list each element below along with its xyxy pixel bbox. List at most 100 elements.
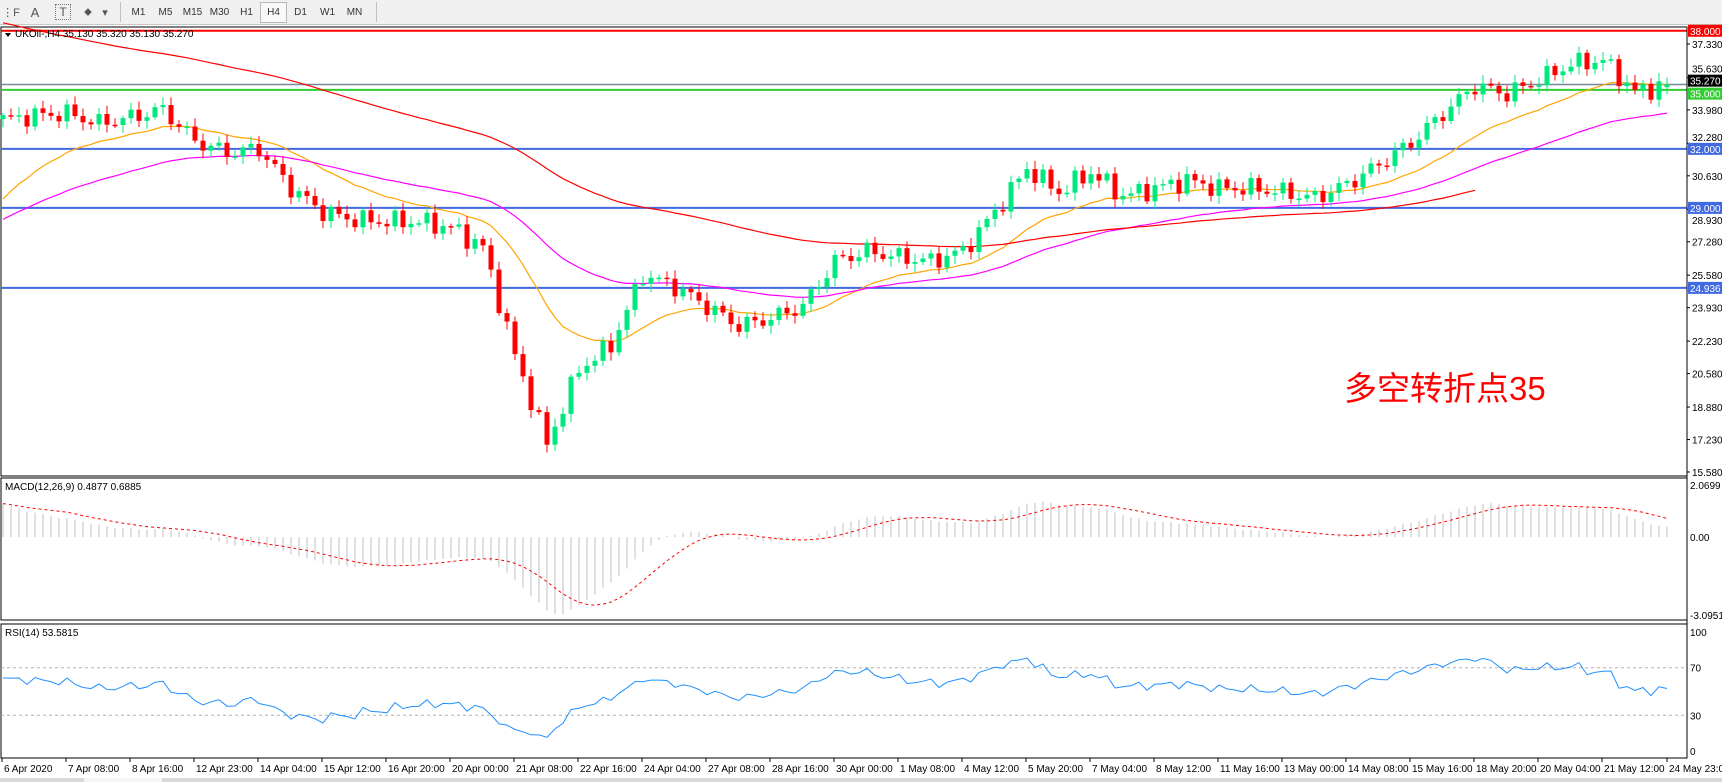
candle[interactable] [1280, 177, 1286, 201]
candle[interactable] [384, 218, 390, 235]
candle[interactable] [1320, 185, 1326, 210]
candle[interactable] [1656, 73, 1662, 107]
candle[interactable] [776, 305, 782, 326]
candle[interactable] [1416, 131, 1422, 157]
candle[interactable] [1392, 142, 1398, 173]
candle[interactable] [912, 253, 918, 272]
candle[interactable] [608, 333, 614, 361]
candle[interactable] [224, 134, 230, 165]
candle[interactable] [1304, 187, 1310, 203]
candle[interactable] [376, 214, 382, 228]
candle[interactable] [416, 219, 422, 228]
candle[interactable] [1232, 181, 1238, 199]
candle[interactable] [432, 204, 438, 239]
candle[interactable] [80, 108, 86, 131]
candle[interactable] [656, 274, 662, 282]
candle[interactable] [56, 111, 62, 129]
candle[interactable] [136, 101, 142, 127]
candle[interactable] [1384, 157, 1390, 171]
candle[interactable] [512, 316, 518, 361]
candle[interactable] [816, 279, 822, 295]
candle[interactable] [176, 119, 182, 133]
candle[interactable] [1568, 58, 1574, 75]
candle[interactable] [1048, 165, 1054, 196]
candle[interactable] [664, 271, 670, 286]
candle[interactable] [1128, 187, 1134, 203]
candle[interactable] [504, 308, 510, 330]
candle[interactable] [1360, 165, 1366, 195]
candle[interactable] [1152, 177, 1158, 210]
candle[interactable] [1168, 175, 1174, 190]
candle[interactable] [784, 301, 790, 320]
candle[interactable] [1520, 78, 1526, 94]
candle[interactable] [1432, 113, 1438, 130]
candle[interactable] [856, 249, 862, 268]
candle[interactable] [1528, 80, 1534, 90]
candle[interactable] [744, 312, 750, 339]
candle[interactable] [1600, 51, 1606, 72]
candle[interactable] [936, 245, 942, 275]
candle[interactable] [328, 204, 334, 229]
candle[interactable] [152, 103, 158, 120]
candle[interactable] [576, 365, 582, 380]
candle[interactable] [1312, 187, 1318, 203]
candle[interactable] [752, 311, 758, 328]
candle[interactable] [544, 406, 550, 453]
candle[interactable] [944, 247, 950, 273]
candle[interactable] [640, 275, 646, 289]
candle[interactable] [1480, 75, 1486, 103]
candle[interactable] [1424, 115, 1430, 145]
candle[interactable] [464, 216, 470, 257]
candle[interactable] [624, 305, 630, 338]
candle[interactable] [120, 115, 126, 134]
candle[interactable] [920, 252, 926, 266]
candle[interactable] [1400, 138, 1406, 158]
candle[interactable] [488, 237, 494, 278]
candle[interactable] [1088, 166, 1094, 190]
candle[interactable] [1240, 182, 1246, 201]
candle[interactable] [1448, 98, 1454, 124]
candle[interactable] [1648, 78, 1654, 104]
shapes-tool-icon[interactable]: ⬥ [84, 5, 92, 18]
candle[interactable] [1296, 190, 1302, 208]
timeframe-w1-button[interactable]: W1 [320, 6, 335, 18]
candle[interactable] [1040, 164, 1046, 188]
candle[interactable] [1488, 78, 1494, 89]
candle[interactable] [1160, 178, 1166, 191]
candle[interactable] [48, 104, 54, 121]
candle[interactable] [632, 278, 638, 317]
candle[interactable] [808, 285, 814, 312]
candle[interactable] [160, 97, 166, 116]
candle[interactable] [216, 136, 222, 152]
candle[interactable] [680, 282, 686, 301]
candle[interactable] [1256, 174, 1262, 200]
candle[interactable] [1208, 175, 1214, 202]
candle[interactable] [1184, 166, 1190, 197]
candle[interactable] [1632, 74, 1638, 95]
candle[interactable] [1368, 157, 1374, 178]
candle[interactable] [128, 102, 134, 124]
candle[interactable] [472, 233, 478, 255]
candle[interactable] [760, 312, 766, 329]
candle[interactable] [1272, 185, 1278, 202]
candle[interactable] [424, 206, 430, 232]
candle[interactable] [1408, 137, 1414, 152]
candle[interactable] [568, 373, 574, 423]
candle[interactable] [232, 150, 238, 160]
candle[interactable] [1608, 54, 1614, 64]
candle[interactable] [872, 236, 878, 263]
candle[interactable] [672, 270, 678, 304]
candle[interactable] [200, 133, 206, 159]
candle[interactable] [600, 336, 606, 366]
candle[interactable] [280, 156, 286, 183]
candle[interactable] [880, 245, 886, 262]
candle[interactable] [648, 270, 654, 293]
candle[interactable] [1536, 77, 1542, 95]
candle[interactable] [616, 322, 622, 357]
candle[interactable] [64, 99, 70, 129]
candle[interactable] [1504, 85, 1510, 108]
candle[interactable] [720, 301, 726, 317]
dropdown-arrow-icon[interactable]: ▾ [102, 6, 108, 19]
candle[interactable] [368, 202, 374, 230]
